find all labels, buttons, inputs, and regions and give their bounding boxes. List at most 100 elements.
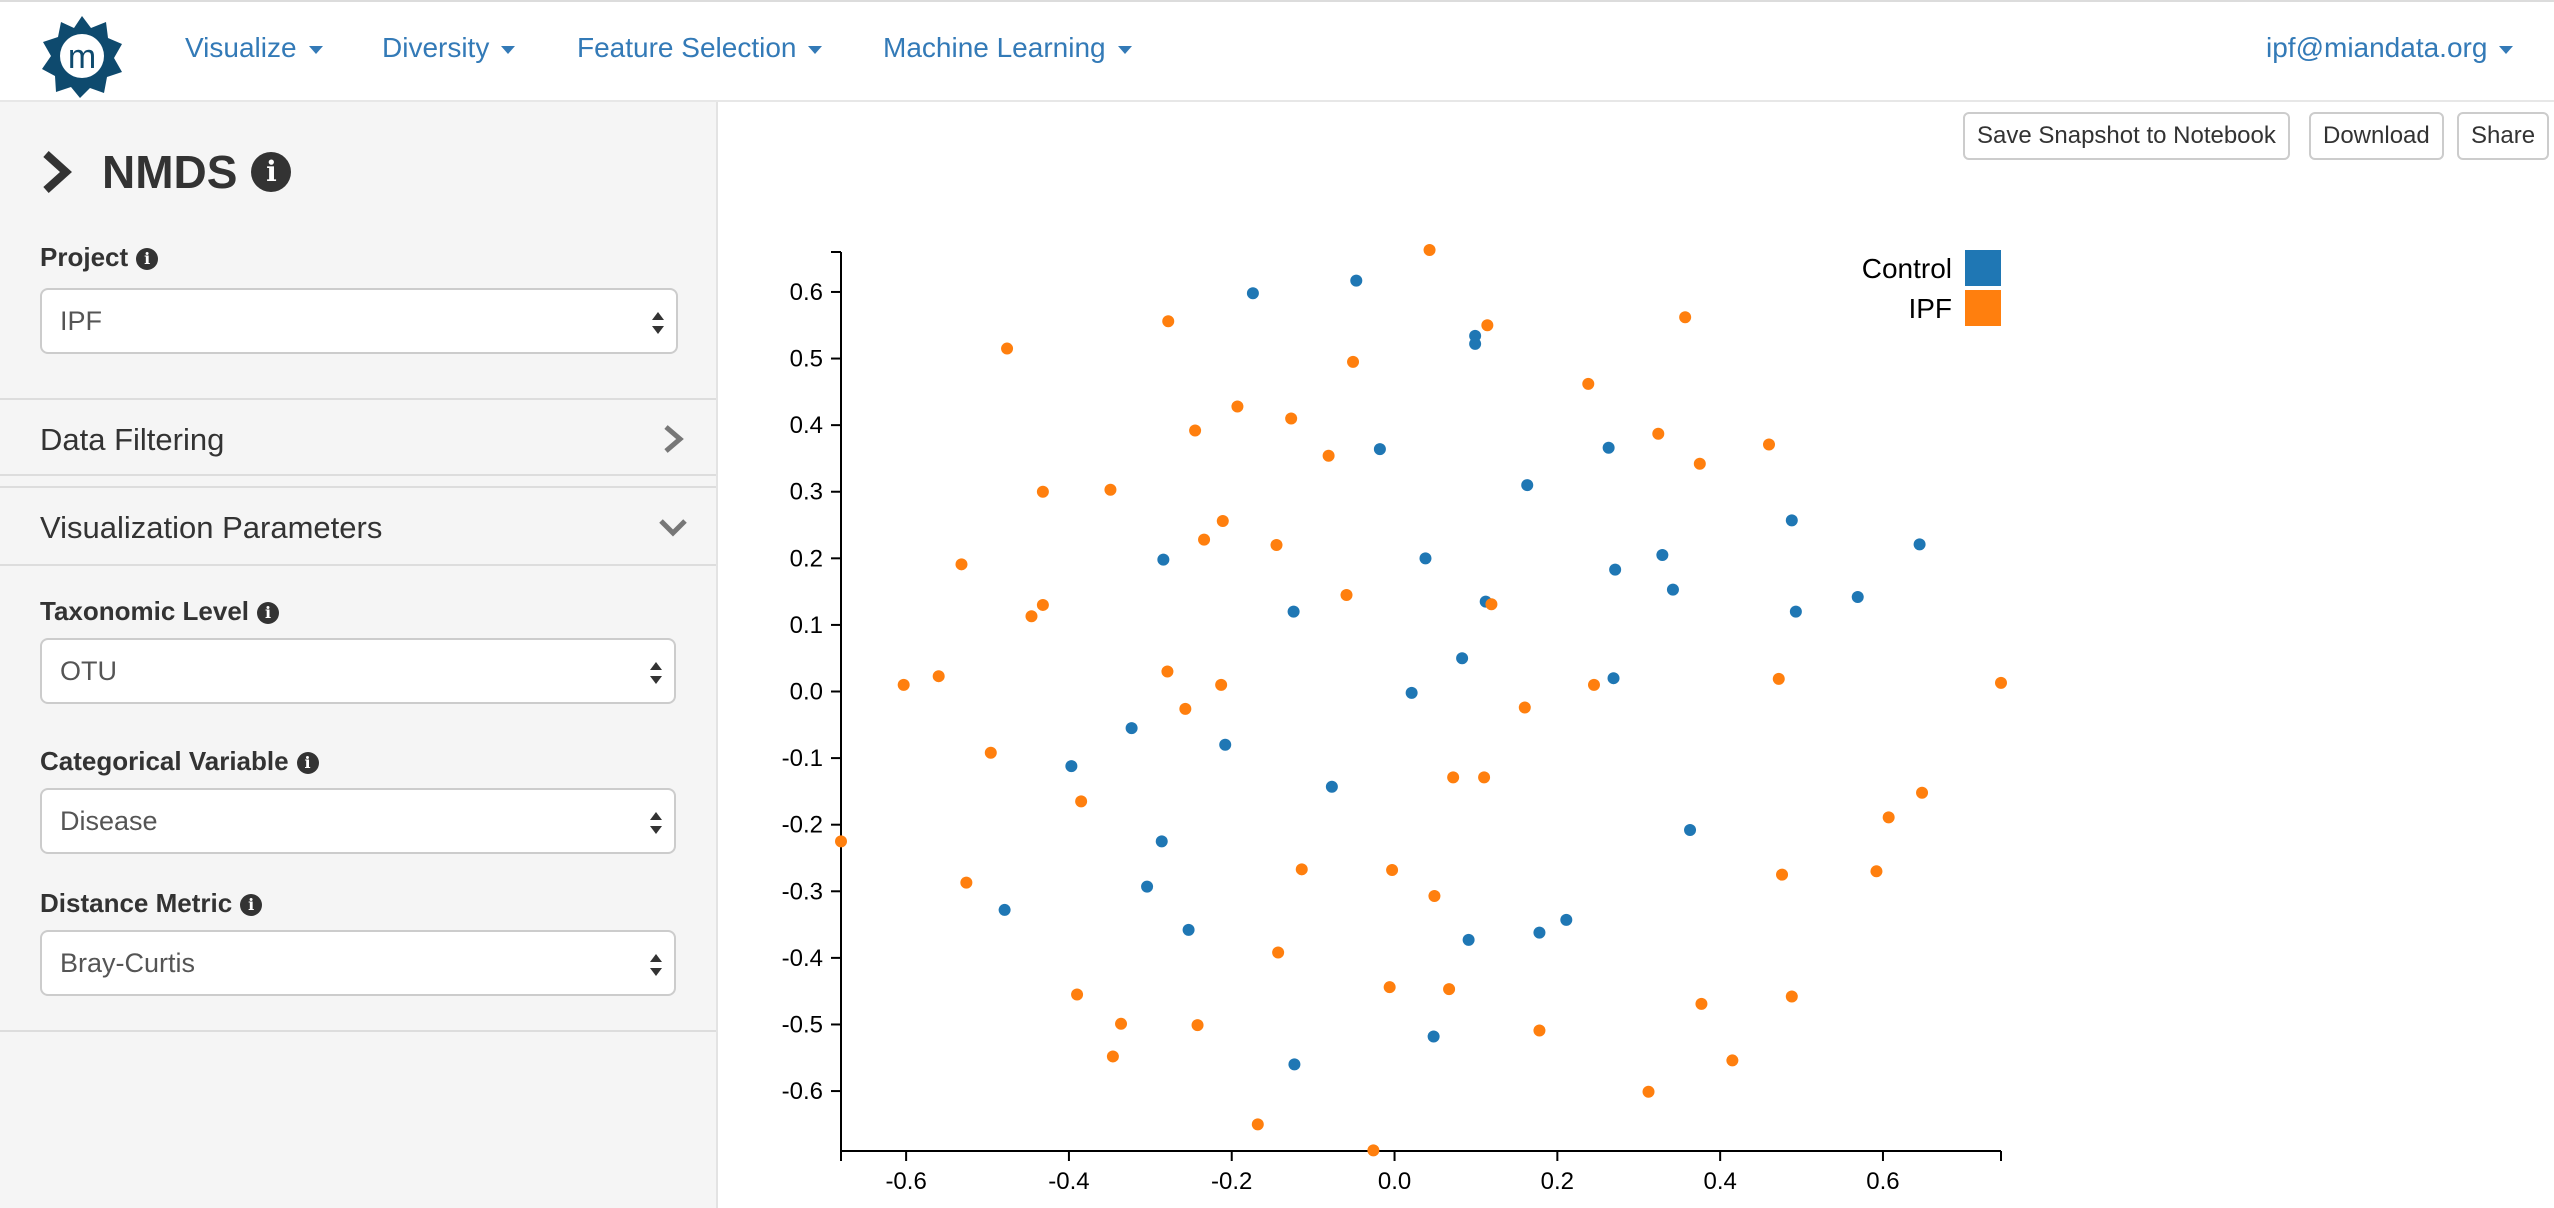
data-point-ipf xyxy=(1679,311,1692,324)
data-point-ipf xyxy=(1582,377,1595,390)
distance-metric-value: Bray-Curtis xyxy=(60,948,196,978)
sidebar-header: NMDS i xyxy=(40,144,292,200)
data-point-ipf xyxy=(1367,1144,1380,1157)
data-point-ipf xyxy=(1693,457,1706,470)
nav-menu-machine-learning[interactable]: Machine Learning xyxy=(883,32,1132,64)
data-point-ipf xyxy=(1295,863,1308,876)
data-point-ipf xyxy=(1481,319,1494,332)
data-point-control xyxy=(1521,479,1534,492)
data-point-ipf xyxy=(897,678,910,691)
y-tick-label: -0.5 xyxy=(782,1011,823,1038)
data-point-control xyxy=(1913,538,1926,551)
data-point-ipf xyxy=(1652,427,1665,440)
data-point-ipf xyxy=(1215,678,1228,691)
caret-down-icon xyxy=(1117,45,1132,54)
data-point-ipf xyxy=(1443,983,1456,996)
y-tick-label: -0.2 xyxy=(782,812,823,839)
y-tick-label: 0.4 xyxy=(790,412,823,439)
distance-metric-select[interactable]: Bray-Curtis xyxy=(40,930,676,996)
data-point-control xyxy=(1325,780,1338,793)
chevron-down-icon xyxy=(659,519,687,537)
nmds-scatter-plot: 0.6 0.5 0.4 0.3 0.2 0.1 0.0 -0.1 -0.2 -0.3 -0.4 -0.… xyxy=(782,244,2007,1190)
legend-label-control: Control xyxy=(1862,253,1952,284)
data-point-ipf xyxy=(1533,1024,1546,1037)
data-point-ipf xyxy=(1785,990,1798,1003)
miandata-logo[interactable]: m xyxy=(40,14,124,98)
caret-down-icon xyxy=(501,45,516,54)
x-tick-label: 0.2 xyxy=(1541,1168,1574,1190)
data-point-ipf xyxy=(1189,424,1202,437)
data-point-control xyxy=(1157,553,1170,566)
nav-menu-label: Feature Selection xyxy=(577,32,797,63)
data-point-control xyxy=(1607,672,1620,685)
data-point-control xyxy=(1656,548,1669,561)
data-point-ipf xyxy=(1104,483,1117,496)
visualization-parameters-panel-body: Taxonomic Level i OTU Categorical Variabl… xyxy=(0,566,716,1032)
data-point-control xyxy=(1602,441,1615,454)
project-label: Project i xyxy=(40,242,159,273)
data-point-ipf xyxy=(960,876,973,889)
share-button[interactable]: Share xyxy=(2457,112,2550,160)
data-filtering-panel-header[interactable]: Data Filtering xyxy=(0,398,716,476)
data-point-control xyxy=(1065,760,1078,773)
data-point-ipf xyxy=(1386,863,1399,876)
data-point-ipf xyxy=(1870,865,1883,878)
download-button[interactable]: Download xyxy=(2309,112,2444,160)
project-select-value: IPF xyxy=(60,306,103,336)
data-point-control xyxy=(1462,933,1475,946)
data-point-ipf xyxy=(1772,672,1785,685)
info-icon[interactable]: i xyxy=(251,152,292,192)
data-point-ipf xyxy=(1478,771,1491,784)
y-tick-label: 0.0 xyxy=(790,679,823,706)
data-point-control xyxy=(1246,287,1259,300)
info-icon[interactable]: i xyxy=(296,752,319,774)
data-point-ipf xyxy=(1322,449,1335,462)
data-point-ipf xyxy=(1272,946,1285,959)
categorical-variable-label: Categorical Variable i xyxy=(40,746,319,777)
taxonomic-level-select[interactable]: OTU xyxy=(40,638,676,704)
data-point-ipf xyxy=(1340,588,1353,601)
data-point-ipf xyxy=(835,835,847,848)
data-point-ipf xyxy=(1251,1118,1264,1131)
data-point-control xyxy=(1288,1058,1301,1071)
data-point-ipf xyxy=(1036,485,1049,498)
nav-menu-visualize[interactable]: Visualize xyxy=(185,32,323,64)
data-point-control xyxy=(1182,923,1195,936)
data-point-ipf xyxy=(1036,598,1049,611)
save-snapshot-button[interactable]: Save Snapshot to Notebook xyxy=(1963,112,2290,160)
data-point-control xyxy=(1469,337,1482,350)
y-tick-label: 0.2 xyxy=(790,545,823,572)
x-tick-label: -0.4 xyxy=(1048,1168,1089,1190)
data-point-ipf xyxy=(1447,771,1460,784)
taxonomic-level-label-text: Taxonomic Level xyxy=(40,596,250,626)
info-icon[interactable]: i xyxy=(136,248,159,270)
data-point-ipf xyxy=(1642,1085,1655,1098)
y-tick-label: 0.5 xyxy=(790,346,823,373)
chevron-right-icon[interactable] xyxy=(40,150,74,194)
data-point-ipf xyxy=(1001,342,1014,355)
data-point-control xyxy=(1219,738,1232,751)
nav-menu-diversity[interactable]: Diversity xyxy=(382,32,516,64)
data-point-ipf xyxy=(1518,701,1531,714)
plot-points xyxy=(835,244,2007,1157)
data-point-control xyxy=(998,903,1011,916)
x-tick-label: -0.2 xyxy=(1211,1168,1252,1190)
user-menu[interactable]: ipf@miandata.org xyxy=(2266,32,2514,64)
info-icon[interactable]: i xyxy=(240,894,263,916)
nav-menu-feature-selection[interactable]: Feature Selection xyxy=(577,32,823,64)
data-point-ipf xyxy=(1106,1050,1119,1063)
y-tick-label: -0.3 xyxy=(782,878,823,905)
visualization-parameters-panel-header[interactable]: Visualization Parameters xyxy=(0,486,716,566)
data-point-control xyxy=(1141,880,1154,893)
data-point-ipf xyxy=(1071,988,1084,1001)
caret-down-icon xyxy=(2499,45,2514,54)
data-point-ipf xyxy=(1347,355,1360,368)
select-arrows-icon xyxy=(650,812,662,834)
info-icon[interactable]: i xyxy=(257,602,280,624)
y-tick-label: -0.4 xyxy=(782,945,823,972)
project-select[interactable]: IPF xyxy=(40,288,678,354)
sidebar: NMDS i Project i IPF Data Filtering Visua… xyxy=(0,102,718,1208)
data-point-ipf xyxy=(1270,539,1283,552)
categorical-variable-select[interactable]: Disease xyxy=(40,788,676,854)
y-tick-label: 0.6 xyxy=(790,279,823,306)
